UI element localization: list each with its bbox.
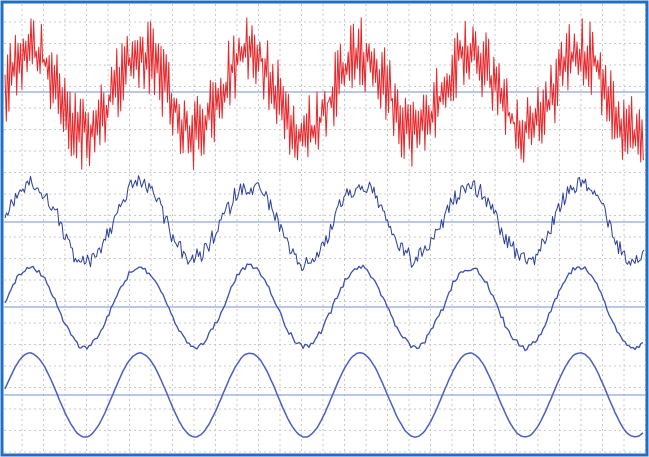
waveform (4, 17, 644, 170)
waveform (4, 263, 644, 352)
waveform (4, 175, 645, 272)
waveforms (4, 17, 645, 438)
waveform (4, 351, 644, 438)
